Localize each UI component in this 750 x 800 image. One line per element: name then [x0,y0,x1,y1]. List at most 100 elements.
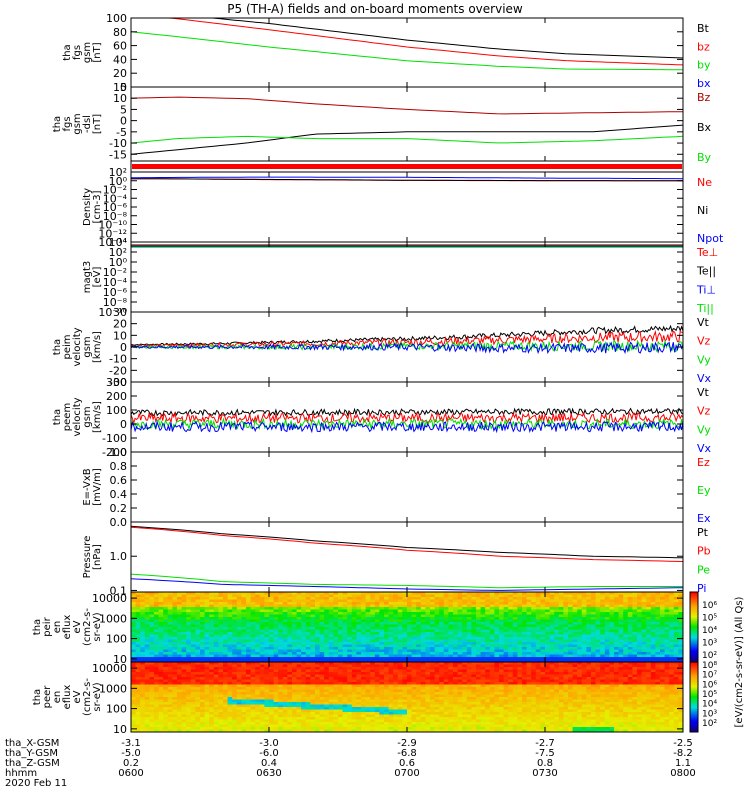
ytick-peer-2: 1000 [99,682,127,695]
ytick-density-4: 10⁻⁶ [103,201,128,214]
ytick-peem_vel-1: -100 [102,432,127,445]
series-line-peem_vel-Vt [131,407,683,417]
ylabel-line: gsm [82,42,93,63]
ylabel-line: [nT] [92,114,103,134]
ytick-density-2: 10⁻² [103,184,127,197]
ylabel-peim_vel: tha peim velocity gsm [km/s] [52,327,103,366]
legend-fgs_dsl-1: Bx [697,121,712,134]
series-line-peem_vel-Vz [131,411,683,425]
panel-efield: Ez Ey Ex 0.00.20.40.60.81.0 E=-VxB [mV/m] [82,446,711,529]
ytick-peim_vel-3: 0 [120,341,127,354]
ytick-fgs_dsl-0: -15 [109,148,127,161]
ylabel-line: Pressure [82,536,93,579]
ylabel-line: magt3 [82,261,93,294]
legend-temp-0: Te⊥ [696,246,718,259]
ylabel-peem_vel: tha peem velocity gsm [km/s] [52,397,103,436]
series-line-peem_vel-Vx [131,419,683,434]
ylabel-line: tha [52,339,63,355]
series-line-fgs_gsm-bz [161,18,683,66]
xaxis-value: 0700 [394,768,419,779]
ylabel-line: (cm2-s- [82,678,93,716]
ytick-efield-0: 0.0 [110,516,128,529]
xaxis-value: 0730 [532,768,557,779]
ytick-peer-1: 100 [106,703,127,716]
x-axis-labels: tha_X-GSM -3.1 -3.0 -2.9 -2.7 -2.5 tha_Y-GSM -5… [5,738,696,789]
colorbar-tick-bottom: 10² [702,719,717,729]
ytick-peim_vel-0: -30 [109,376,127,389]
xaxis-value: -2.7 [535,738,555,749]
series-line-pressure-Pt [131,525,683,559]
ylabel-line: sr-eV) [92,612,103,641]
legend-pressure-3: Pi [697,582,706,595]
xaxis-value: 1.1 [675,758,691,769]
xaxis-value: -5.0 [121,748,141,759]
series-line-peem_vel-Vy [131,417,683,431]
ylabel-line: [nT] [92,42,103,62]
ytick-peir-3: 10000 [92,592,127,605]
legend-fgs_dsl-2: By [697,151,712,164]
legend-fgs_gsm-0: Bt [697,22,710,35]
xaxis-row-label: tha_Z-GSM [5,758,60,769]
legend-temp-1: Te|| [696,265,716,278]
legend-density-2: Npot [697,232,724,245]
legend-pressure-2: Pe [697,563,710,576]
series-line-density-Ni [131,178,683,182]
ylabel-temp: magt3 [eV] [82,261,103,294]
ytick-fgs_gsm-4: 80 [113,26,127,39]
ylabel-line: tha [62,44,73,60]
ytick-peem_vel-2: 0 [120,418,127,431]
xaxis-value: -8.2 [673,748,693,759]
ytick-fgs_dsl-1: -10 [109,137,127,150]
colorbar-tick-bottom: 10⁸ [702,661,717,671]
ytick-peim_vel-6: 30 [113,306,127,319]
ytick-peim_vel-4: 10 [113,329,127,342]
ylabel-line: peer [42,685,53,709]
xaxis-value: 0600 [118,768,143,779]
legend-fgs_dsl-0: Bz [697,91,711,104]
ylabel-line: fgs [62,116,73,131]
series-line-fgs_dsl-Bx [131,124,683,155]
xaxis-value: -3.0 [259,738,279,749]
colorbar-tick-bottom: 10⁵ [702,690,717,700]
series-line-density-Npot [131,176,683,180]
ylabel-peir: tha peir en eflux eV (cm2-s-sr-eV) [32,608,103,646]
panel-peir: 10 100 1000 10000 tha peir en eflux eV (cm2-s-sr-… [32,591,684,666]
legend-peem_vel-0: Vt [697,386,710,399]
ytick-temp-4: 10⁻⁴ [103,276,128,289]
ylabel-fgs_dsl: tha fgs gsm -dsl [nT] [52,113,103,134]
colorbar-label: [eV/(cm2-s-sr-eV)] (All Qs) [734,596,745,727]
legend-peim_vel-3: Vx [697,372,712,385]
colorbar-tick-top: 10³ [702,639,717,649]
ylabel-line: fgs [72,45,83,60]
ytick-temp-6: 10⁻⁸ [103,296,128,309]
series-line-pressure-Pe [131,573,683,589]
xaxis-value: 0.8 [537,758,553,769]
ytick-density-7: 10⁻¹² [98,227,127,240]
ytick-density-0: 10² [109,166,127,179]
ytick-efield-1: 0.2 [110,502,128,515]
ytick-efield-4: 0.8 [110,460,128,473]
flag-strip [130,160,684,173]
ytick-peer-3: 10000 [92,662,127,675]
ylabel-line: [cm-3] [92,190,103,223]
ylabel-efield: E=-VxB [mV/m] [82,468,103,506]
series-line-fgs_dsl-Bz [131,96,683,115]
ytick-fgs_gsm-2: 40 [113,53,127,66]
panel-frame [130,17,684,88]
colorbar-tick-top: 10⁶ [702,601,717,611]
colorbar-tick-bottom: 10⁷ [702,671,717,681]
xaxis-value: 0630 [256,768,281,779]
ylabel-line: (cm2-s- [82,608,93,646]
ytick-temp-2: 10⁰ [109,256,128,269]
ytick-fgs_gsm-0: 0 [120,81,127,94]
ytick-temp-3: 10⁻² [103,266,127,279]
ytick-peim_vel-5: 20 [113,318,127,331]
ylabel-line: -dsl [82,115,93,133]
panel-density: Ne Ni Npot 10²10⁰10⁻²10⁻⁴10⁻⁶10⁻⁸10⁻¹⁰10⁻¹²… [82,166,724,249]
panel-peer: 10 100 1000 10000 tha peer en eflux eV (cm2-s-sr-… [32,661,684,736]
legend-temp-2: Ti⊥ [696,283,716,296]
series-line-peim_vel-Vt [131,324,683,346]
